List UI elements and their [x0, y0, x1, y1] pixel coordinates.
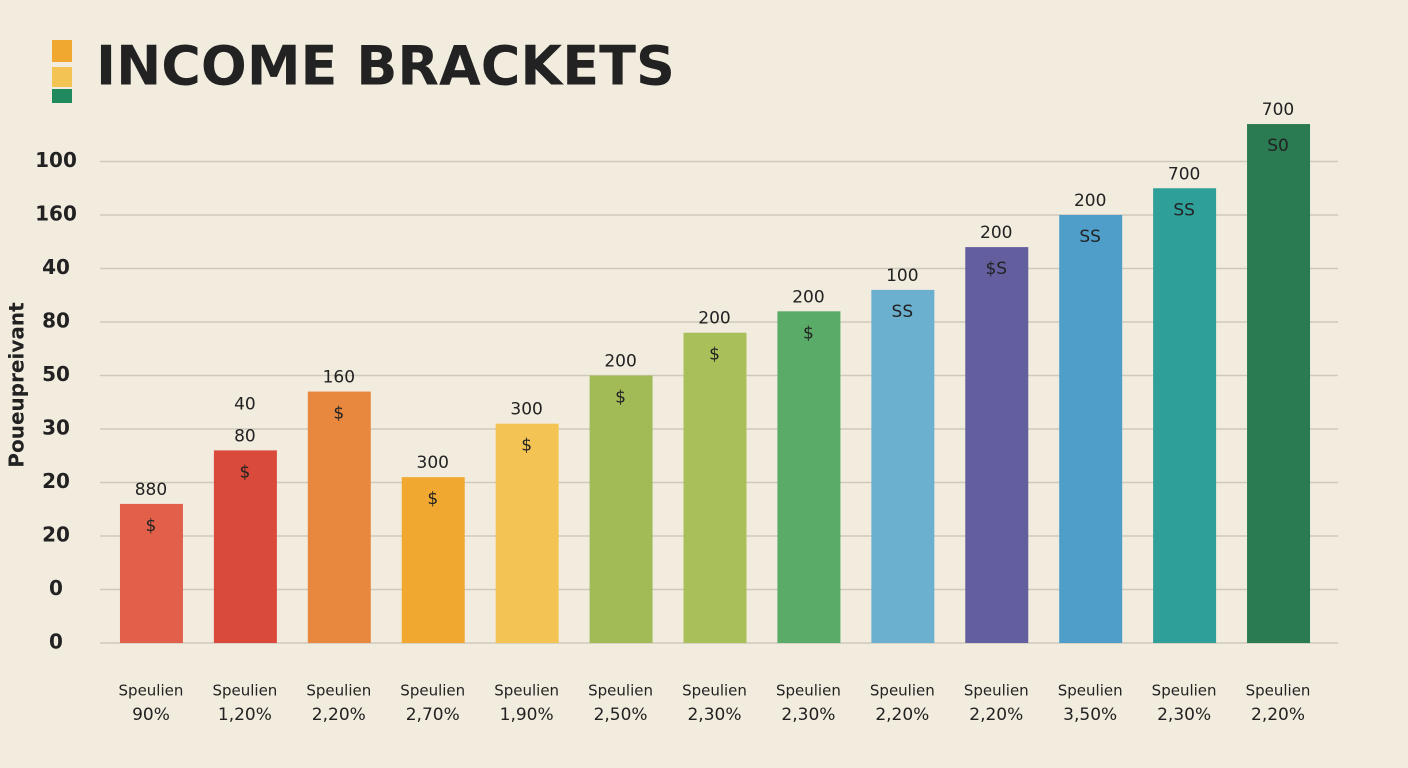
top-label: 160	[323, 368, 355, 388]
top-label: 80	[234, 426, 256, 446]
inner-label: $	[803, 323, 814, 343]
x-tick-label: Speulien	[776, 682, 841, 700]
inner-label: $	[521, 436, 532, 456]
x-tick-label: Speulien	[1152, 682, 1217, 700]
top-label: 700	[1262, 100, 1294, 120]
chart-title: INCOME BRACKETS	[96, 35, 675, 98]
inner-label: $	[427, 489, 438, 509]
top-label: 100	[886, 266, 918, 286]
bar	[1153, 188, 1217, 643]
inner-label: S0	[1267, 136, 1289, 156]
y-tick-label: 0	[49, 630, 63, 654]
x-tick-sublabel: 2,30%	[1157, 705, 1211, 725]
legend-icon	[52, 67, 72, 87]
inner-label: $	[615, 388, 626, 408]
bar	[307, 391, 371, 643]
bar	[119, 503, 183, 643]
top-label: 300	[417, 453, 449, 473]
x-tick-sublabel: 2,20%	[1251, 705, 1305, 725]
x-tick-sublabel: 2,50%	[594, 705, 648, 725]
top-label: 200	[792, 287, 824, 307]
bar	[777, 311, 841, 643]
x-tick-sublabel: 1,90%	[500, 705, 554, 725]
y-tick-label: 80	[42, 309, 70, 333]
x-tick-sublabel: 1,20%	[218, 705, 272, 725]
x-tick-label: Speulien	[400, 682, 465, 700]
bar	[1059, 215, 1123, 643]
top-label: 880	[135, 480, 167, 500]
inner-label: $S	[985, 259, 1007, 279]
x-tick-sublabel: 2,30%	[781, 705, 835, 725]
top-label: 300	[510, 400, 542, 420]
x-tick-label: Speulien	[1246, 682, 1311, 700]
x-tick-label: Speulien	[494, 682, 559, 700]
bar	[401, 477, 465, 643]
x-tick-sublabel: 2,30%	[687, 705, 741, 725]
bar	[495, 423, 559, 643]
x-tick-label: Speulien	[1058, 682, 1123, 700]
y-tick-label: 50	[42, 362, 70, 386]
x-tick-label: Speulien	[119, 682, 184, 700]
bar	[1247, 124, 1311, 644]
y-tick-label: 0	[49, 576, 63, 600]
x-tick-sublabel: 90%	[132, 705, 170, 725]
x-tick-label: Speulien	[964, 682, 1029, 700]
y-tick-label: 160	[35, 202, 77, 226]
x-tick-sublabel: 2,20%	[875, 705, 929, 725]
bar	[965, 247, 1029, 643]
inner-label: $	[333, 404, 344, 424]
legend-icon	[52, 89, 72, 103]
top-label: 700	[1168, 164, 1200, 184]
bar	[213, 450, 277, 643]
x-tick-label: Speulien	[306, 682, 371, 700]
bar	[871, 289, 935, 643]
x-tick-label: Speulien	[682, 682, 747, 700]
inner-label: $	[146, 516, 157, 536]
x-tick-label: Speulien	[588, 682, 653, 700]
y-tick-label: 20	[42, 469, 70, 493]
top-label: 40	[234, 394, 256, 414]
x-tick-sublabel: 2,20%	[312, 705, 366, 725]
y-tick-label: 40	[42, 255, 70, 279]
inner-label: SS	[1173, 200, 1195, 220]
inner-label: SS	[1079, 227, 1101, 247]
x-tick-label: Speulien	[212, 682, 277, 700]
x-tick-label: Speulien	[870, 682, 935, 700]
x-tick-sublabel: 2,20%	[969, 705, 1023, 725]
top-label: 200	[698, 309, 730, 329]
top-label: 200	[980, 223, 1012, 243]
top-label: 200	[1074, 191, 1106, 211]
y-tick-label: 30	[42, 416, 70, 440]
x-tick-sublabel: 2,70%	[406, 705, 460, 725]
inner-label: $	[709, 345, 720, 365]
inner-label: SS	[892, 302, 914, 322]
y-tick-label: 20	[42, 523, 70, 547]
top-label: 200	[604, 352, 636, 372]
bar	[683, 332, 747, 643]
y-tick-label: 100	[35, 148, 77, 172]
x-tick-sublabel: 3,50%	[1063, 705, 1117, 725]
bar	[589, 375, 653, 643]
legend-icon	[52, 40, 72, 62]
y-axis-label: Poueupreivant	[5, 302, 29, 468]
inner-label: $	[239, 462, 250, 482]
